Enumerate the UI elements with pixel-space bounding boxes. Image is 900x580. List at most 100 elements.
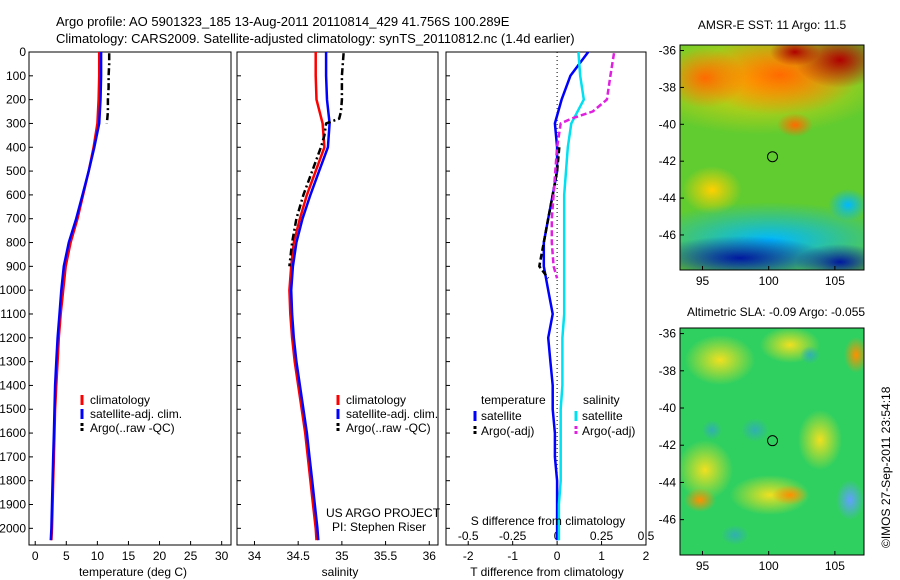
sst-lat-tick-label: -40: [659, 117, 677, 131]
legend-title-salinity: salinity: [583, 393, 620, 407]
salinity-xtick-label: 35.5: [374, 549, 398, 563]
difference-legend-label: satellite: [481, 409, 522, 423]
difference-legend-label: Argo(-adj): [481, 424, 534, 438]
temperature-xtick-label: 5: [63, 549, 70, 563]
sla-map-frame: [679, 327, 865, 556]
sst-map-axes: -36 -38 -40 -42 -44 -46 95 100 105: [659, 44, 865, 288]
salinity-series-satellite-adj-clim-: [289, 52, 331, 541]
sst-orange-patch-west: [680, 48, 745, 108]
salinity-series-argo-raw-qc-: [288, 53, 345, 267]
depth-tick-label: 1100: [0, 307, 26, 321]
sla-lat-tick-label: -44: [659, 475, 677, 489]
salinity-axis-label: salinity: [322, 565, 359, 579]
sst-argo-location-marker: [767, 151, 779, 163]
salinity-xtick-label: 34: [248, 549, 262, 563]
temperature-legend-label: climatology: [90, 393, 150, 407]
sst-lon-tick-label: 105: [825, 274, 845, 288]
depth-tick-label: 1800: [0, 474, 26, 488]
sla-yellow-e: [798, 410, 842, 470]
figure-title-line2: Climatology: CARS2009. Satellite-adjuste…: [56, 31, 575, 46]
salinity-axes-frame: [236, 51, 439, 546]
sla-yellow-c: [680, 440, 733, 500]
sst-lon-tick-label: 100: [759, 274, 779, 288]
temperature-legend-label: satellite-adj. clim.: [90, 407, 182, 421]
temperature-xtick-label: 15: [122, 549, 136, 563]
difference-xtick-label: 0: [554, 549, 561, 563]
depth-tick-label: 0: [19, 45, 26, 59]
temperature-series-argo-raw-qc-: [105, 53, 111, 124]
sla-blue-a: [836, 480, 864, 520]
salinity-xtick-label: 35: [335, 549, 349, 563]
sst-yellow-blob: [682, 166, 742, 214]
salinity-legend-label: satellite-adj. clim.: [346, 407, 438, 421]
credit-text: ©IMOS 27-Sep-2011 23:54:18: [879, 386, 893, 548]
temperature-series-satellite-adj-clim-: [49, 52, 103, 541]
sst-navy-band-east: [795, 244, 864, 270]
temperature-xtick-label: 30: [215, 549, 229, 563]
salinity-legend-label: climatology: [346, 393, 406, 407]
depth-tick-label: 2000: [0, 521, 26, 535]
sla-cyan-b: [800, 346, 820, 364]
sla-lat-tick-label: -38: [659, 364, 677, 378]
depth-tick-label: 1200: [0, 331, 26, 345]
difference-series-temperature-satellite: [542, 51, 590, 541]
depth-tick-label: 1600: [0, 426, 26, 440]
sla-orange-a: [844, 337, 864, 373]
sla-orange-c: [684, 488, 716, 512]
depth-tick-label: 500: [6, 164, 26, 178]
sst-lat-tick-label: -36: [659, 44, 677, 58]
sst-map: [680, 45, 864, 270]
sla-lon-tick-label: 100: [759, 559, 779, 573]
difference-xtick-label: -2: [463, 549, 474, 563]
sla-lat-tick-label: -40: [659, 401, 677, 415]
sla-lon-tick-label: 105: [825, 559, 845, 573]
sla-map-axes: -36 -38 -40 -42 -44 -46 95 100 105: [659, 327, 865, 573]
salinity-xtick-label: 34.5: [286, 549, 310, 563]
temperature-axis-label: temperature (deg C): [79, 565, 187, 579]
temperature-xtick-label: 10: [91, 549, 105, 563]
depth-tick-label: 300: [6, 116, 26, 130]
depth-tick-label: 700: [6, 212, 26, 226]
figure-title-line1: Argo profile: AO 5901323_185 13-Aug-2011…: [56, 14, 510, 29]
sla-lat-tick-label: -36: [659, 327, 677, 341]
salinity-xtick-label: 36: [423, 549, 437, 563]
temperature-panel: 0100200300400500600700800900100011001200…: [0, 45, 232, 563]
salinity-diff-tick-label: 0.25: [590, 529, 614, 543]
sst-map-title: AMSR-E SST: 11 Argo: 11.5: [698, 18, 847, 32]
temperature-axes-frame: [28, 51, 232, 546]
sst-cyan-blob: [828, 189, 864, 221]
project-annotation-line1: US ARGO PROJECT: [326, 506, 441, 520]
salinity-diff-tick-label: 0.5: [638, 529, 655, 543]
sla-argo-location-marker: [767, 435, 779, 447]
sst-navy-band: [680, 236, 830, 270]
depth-tick-label: 1500: [0, 402, 26, 416]
difference-series-salinity-argo-adj-: [550, 53, 616, 279]
sla-lon-tick-label: 95: [696, 559, 710, 573]
temperature-legend-label: Argo(..raw -QC): [90, 421, 175, 435]
sla-lat-tick-label: -42: [659, 438, 677, 452]
project-annotation-line2: PI: Stephen Riser: [332, 520, 426, 534]
sst-lon-tick-label: 95: [696, 274, 710, 288]
sla-lat-tick-label: -46: [659, 513, 677, 527]
sla-cyan-c: [702, 420, 722, 440]
sst-lat-tick-label: -42: [659, 154, 677, 168]
difference-top-axis-label: S difference from climatology: [471, 514, 626, 528]
salinity-legend-label: Argo(..raw -QC): [346, 421, 431, 435]
sla-orange-b: [772, 485, 808, 505]
depth-tick-label: 1400: [0, 378, 26, 392]
depth-tick-label: 1900: [0, 498, 26, 512]
sla-cyan-d: [721, 525, 749, 545]
temperature-xtick-label: 0: [32, 549, 39, 563]
difference-axes-frame: [445, 51, 647, 546]
salinity-diff-tick-label: -0.5: [458, 529, 479, 543]
sst-map-frame: [679, 44, 865, 271]
salinity-diff-tick-label: -0.25: [499, 529, 527, 543]
difference-axis-label: T difference from climatology: [470, 565, 624, 579]
sst-lat-tick-label: -46: [659, 228, 677, 242]
depth-tick-label: 1000: [0, 283, 26, 297]
depth-tick-label: 800: [6, 236, 26, 250]
sst-hot-core-2: [770, 45, 820, 66]
depth-tick-label: 1300: [0, 355, 26, 369]
